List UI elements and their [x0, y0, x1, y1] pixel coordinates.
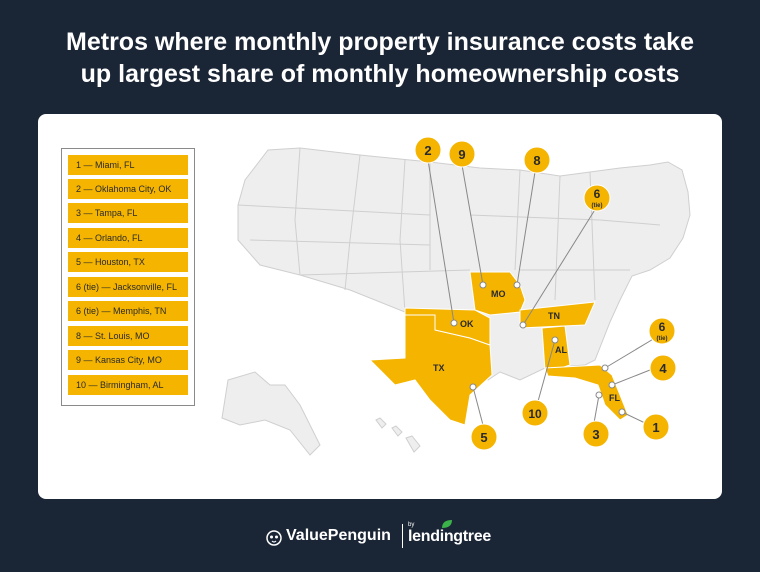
us-map: OK MO TN AL TX FL 2 9: [221, 136, 691, 456]
badge-2: 2: [414, 136, 442, 164]
state-label-tn: TN: [548, 311, 560, 321]
point-birmingham: [551, 336, 559, 344]
badge-6-tie-memphis: 6 (tie): [583, 184, 611, 212]
svg-text:(tie): (tie): [592, 203, 603, 209]
connector-lines: [427, 159, 656, 426]
state-tennessee: [519, 301, 596, 329]
state-label-tx: TX: [433, 363, 445, 373]
svg-text:8: 8: [533, 153, 540, 168]
legend-item: 2 — Oklahoma City, OK: [68, 179, 188, 199]
svg-text:10: 10: [528, 407, 542, 421]
by-label: by: [408, 522, 415, 528]
state-oklahoma: [404, 307, 491, 346]
legend-item: 10 — Birmingham, AL: [68, 375, 188, 395]
state-label-ok: OK: [460, 319, 474, 329]
badge-4: 4: [649, 354, 677, 382]
leaf-icon: [442, 520, 452, 528]
svg-text:2: 2: [424, 143, 431, 158]
badge-3: 3: [582, 420, 610, 448]
state-label-mo: MO: [491, 289, 506, 299]
badge-1: 1: [642, 413, 670, 441]
state-florida: [544, 364, 629, 421]
point-memphis: [519, 321, 527, 329]
hawaii: [375, 417, 421, 453]
point-miami: [618, 408, 626, 416]
svg-text:6: 6: [659, 320, 666, 334]
penguin-logo-icon: [266, 530, 282, 546]
rank-badges: 2 9 8 6 (tie) 6 (tie) 4 1 3: [414, 136, 677, 451]
legend-item: 4 — Orlando, FL: [68, 228, 188, 248]
point-tampa: [595, 391, 603, 399]
state-borders: [237, 147, 661, 313]
badge-9: 9: [448, 140, 476, 168]
legend-item: 1 — Miami, FL: [68, 155, 188, 175]
legend-item: 9 — Kansas City, MO: [68, 350, 188, 370]
point-oklahoma-city: [450, 319, 458, 327]
svg-text:(tie): (tie): [657, 336, 668, 342]
title-line-2: up largest share of monthly homeownershi…: [80, 60, 680, 88]
svg-text:9: 9: [458, 147, 465, 162]
state-label-al: AL: [555, 345, 567, 355]
anchor-points: [450, 281, 626, 416]
legend-item: 6 (tie) — Jacksonville, FL: [68, 277, 188, 297]
state-label-fl: FL: [609, 393, 620, 403]
legend-item: 3 — Tampa, FL: [68, 203, 188, 223]
logo-divider: [402, 524, 403, 548]
point-orlando: [608, 381, 616, 389]
legend: 1 — Miami, FL 2 — Oklahoma City, OK 3 — …: [61, 148, 195, 406]
badge-8: 8: [523, 146, 551, 174]
badge-10: 10: [521, 399, 549, 427]
svg-text:1: 1: [652, 420, 659, 435]
svg-text:4: 4: [659, 361, 667, 376]
legend-item: 8 — St. Louis, MO: [68, 326, 188, 346]
lendingtree-logo: lendingtree: [408, 528, 491, 545]
svg-text:5: 5: [480, 430, 487, 445]
point-st-louis: [513, 281, 521, 289]
legend-item: 5 — Houston, TX: [68, 252, 188, 272]
point-jacksonville: [601, 364, 609, 372]
badge-6-tie-jacksonville: 6 (tie): [648, 317, 676, 345]
title-line-1: Metros where monthly property insurance …: [66, 28, 694, 56]
point-kansas-city: [479, 281, 487, 289]
svg-text:3: 3: [592, 427, 599, 442]
valuepenguin-logo: ValuePenguin: [286, 527, 391, 544]
alaska: [221, 371, 321, 456]
legend-item: 6 (tie) — Memphis, TN: [68, 301, 188, 321]
point-houston: [469, 383, 477, 391]
svg-text:6: 6: [594, 187, 601, 201]
badge-5: 5: [470, 423, 498, 451]
page-title: Metros where monthly property insurance …: [0, 26, 760, 90]
